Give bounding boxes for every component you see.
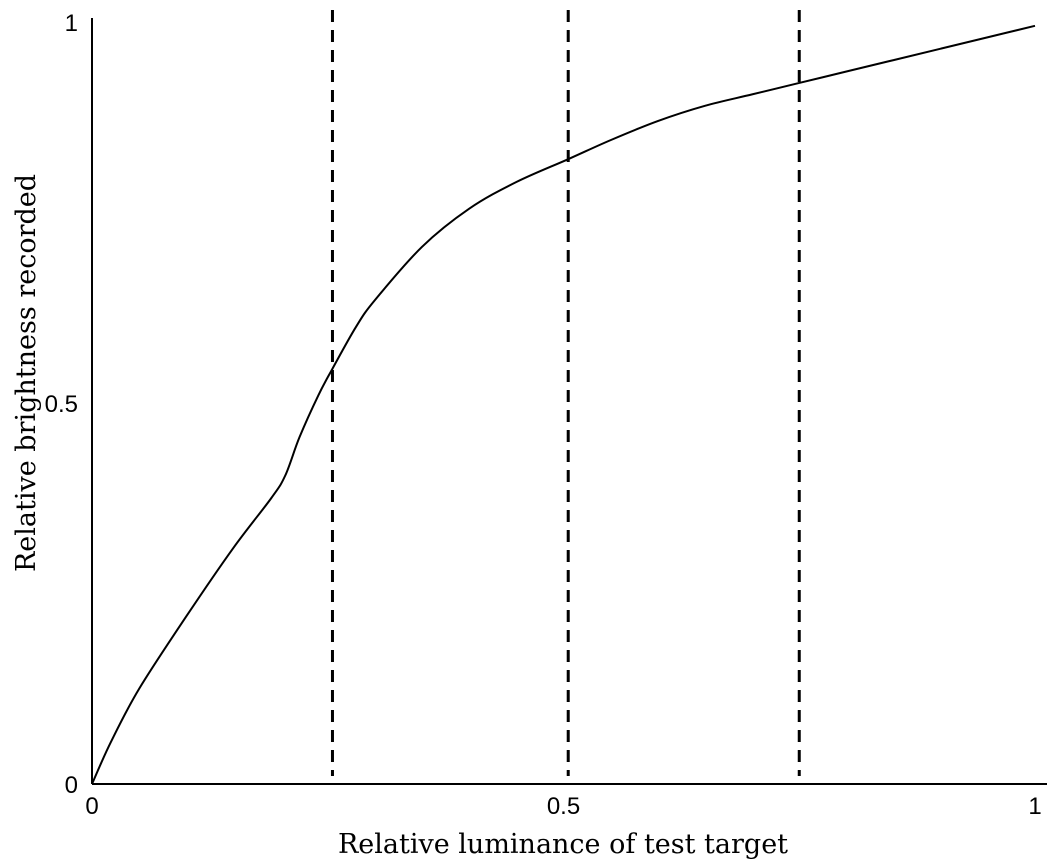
- x-tick-label: 0.5: [547, 793, 580, 820]
- x-tick-label: 0: [85, 793, 98, 820]
- y-tick-label: 0: [65, 772, 78, 799]
- y-tick-label: 1: [65, 10, 78, 37]
- x-axis-title: Relative luminance of test target: [338, 829, 788, 860]
- series-line-1: [91, 24, 1036, 785]
- y-axis-title: Relative brightness recorded: [11, 174, 42, 572]
- y-tick-labels: 00.51: [45, 10, 78, 799]
- reference-lines: [330, 10, 801, 776]
- x-tick-labels: 0 0.5 1: [85, 793, 1041, 820]
- y-tick-label: 0.5: [45, 391, 78, 418]
- series-group: [91, 24, 1036, 785]
- x-tick-label: 1: [1028, 793, 1041, 820]
